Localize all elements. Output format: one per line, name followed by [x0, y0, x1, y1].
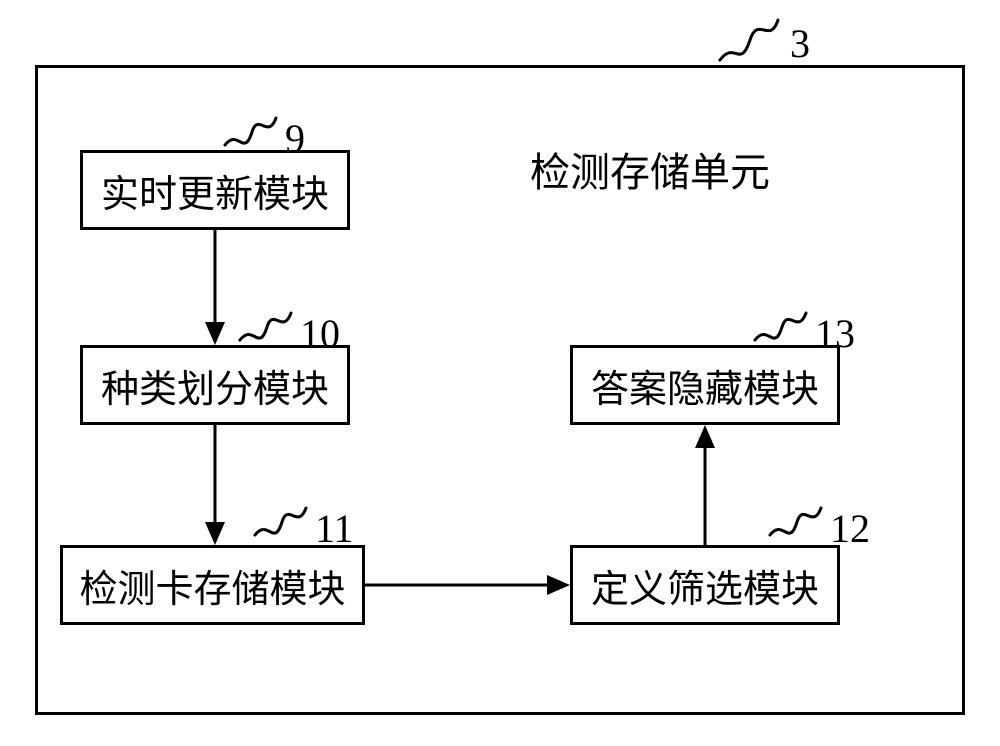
node-label: 检测卡存储模块 [79, 558, 345, 613]
node-category-divide: 种类划分模块 [80, 345, 350, 425]
unit-title: 检测存储单元 [530, 140, 770, 198]
node-realtime-update: 实时更新模块 [80, 150, 350, 230]
squiggle-3 [720, 20, 778, 60]
node-label: 定义筛选模块 [591, 558, 819, 613]
node-label: 种类划分模块 [101, 358, 329, 413]
node-answer-hide: 答案隐藏模块 [570, 345, 840, 425]
node-label: 实时更新模块 [101, 163, 329, 218]
ref-num-10: 10 [300, 310, 340, 357]
ref-num-13: 13 [815, 310, 855, 357]
ref-num-11: 11 [315, 505, 354, 552]
node-define-filter: 定义筛选模块 [570, 545, 840, 625]
diagram-canvas: 检测存储单元 实时更新模块 种类划分模块 检测卡存储模块 定义筛选模块 答案隐藏… [0, 0, 1000, 746]
ref-num-9: 9 [285, 115, 305, 162]
node-detect-card-storage: 检测卡存储模块 [60, 545, 365, 625]
node-label: 答案隐藏模块 [591, 358, 819, 413]
ref-num-12: 12 [830, 505, 870, 552]
ref-num-3: 3 [790, 20, 810, 67]
